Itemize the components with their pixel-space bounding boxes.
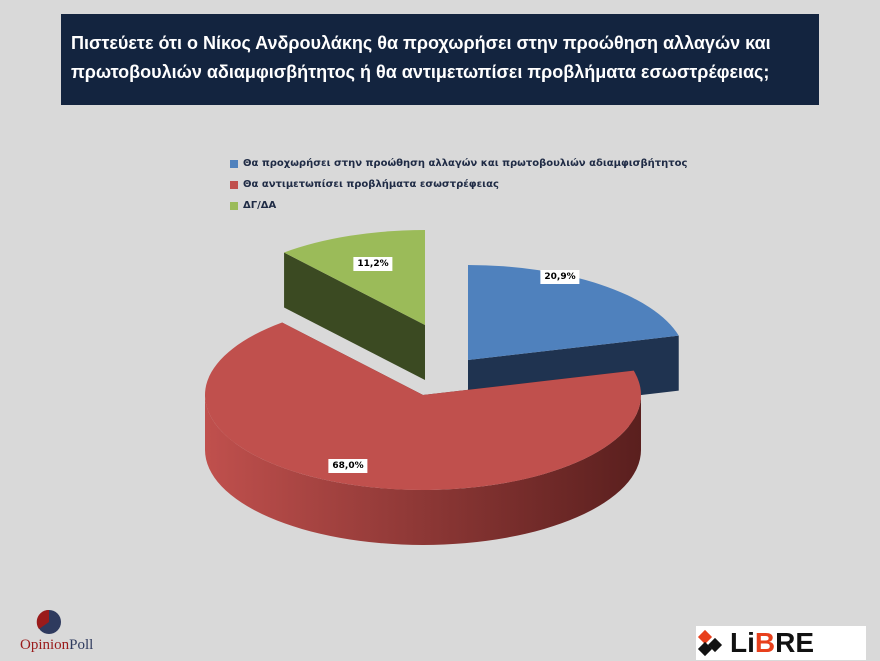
legend-item: Θα προχωρήσει στην προώθηση αλλαγών και …: [230, 153, 687, 174]
chart-title: Πιστεύετε ότι ο Νίκος Ανδρουλάκης θα προ…: [61, 14, 819, 105]
data-label: 20,9%: [540, 270, 580, 284]
opinionpoll-logo: OpinionPoll: [18, 607, 148, 656]
legend: Θα προχωρήσει στην προώθηση αλλαγών και …: [230, 153, 687, 216]
slice-outer-wall: [205, 395, 641, 545]
slice-side-face: [284, 252, 425, 380]
libre-logo: LiBRE: [696, 626, 866, 660]
pie-slice: [468, 265, 679, 360]
legend-item: Θα αντιμετωπίσει προβλήματα εσωστρέφειας: [230, 174, 687, 195]
legend-swatch: [230, 201, 238, 210]
pie-slice: [284, 230, 425, 325]
data-label: 11,2%: [353, 257, 393, 271]
legend-swatch: [230, 180, 238, 189]
pie-slice: [204, 322, 641, 491]
data-label: 68,0%: [328, 459, 368, 473]
svg-text:LiBRE: LiBRE: [730, 627, 814, 658]
legend-label: Θα προχωρήσει στην προώθηση αλλαγών και …: [243, 158, 688, 169]
legend-label: Θα αντιμετωπίσει προβλήματα εσωστρέφειας: [243, 179, 499, 190]
legend-swatch: [230, 159, 238, 168]
legend-item: ΔΓ/ΔΑ: [230, 195, 687, 216]
legend-label: ΔΓ/ΔΑ: [243, 200, 277, 211]
svg-text:OpinionPoll: OpinionPoll: [20, 637, 93, 652]
